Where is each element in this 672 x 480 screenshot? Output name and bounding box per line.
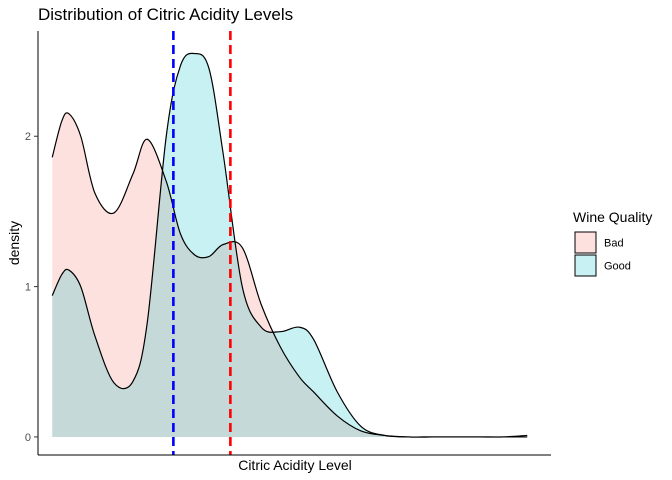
- density-area-bad: [52, 112, 528, 438]
- legend-label-good: Good: [604, 261, 631, 273]
- legend-items: Bad Good: [574, 231, 631, 277]
- y-axis-label: density: [6, 221, 22, 265]
- density-areas: [52, 53, 528, 438]
- density-curve-good: [51, 52, 528, 438]
- legend-key-bg: [575, 255, 596, 276]
- y-tick-label: 1: [25, 282, 31, 294]
- legend-title: Wine Quality: [573, 209, 652, 225]
- legend-key-bg: [575, 232, 596, 253]
- mean-lines: [172, 31, 232, 455]
- legend-label-bad: Bad: [604, 238, 624, 250]
- density-area-good: [52, 53, 528, 438]
- x-axis-label: Citric Acidity Level: [238, 457, 352, 473]
- y-axis-ticks: 0 1 2: [25, 131, 38, 444]
- legend: Wine Quality Bad Good: [573, 209, 652, 277]
- legend-swatch-good: [574, 254, 597, 277]
- y-tick-label: 0: [25, 432, 31, 444]
- y-tick-label: 2: [25, 131, 31, 143]
- density-outlines: [51, 52, 528, 438]
- legend-swatch-bad: [574, 231, 597, 254]
- chart-title: Distribution of Citric Acidity Levels: [38, 5, 294, 24]
